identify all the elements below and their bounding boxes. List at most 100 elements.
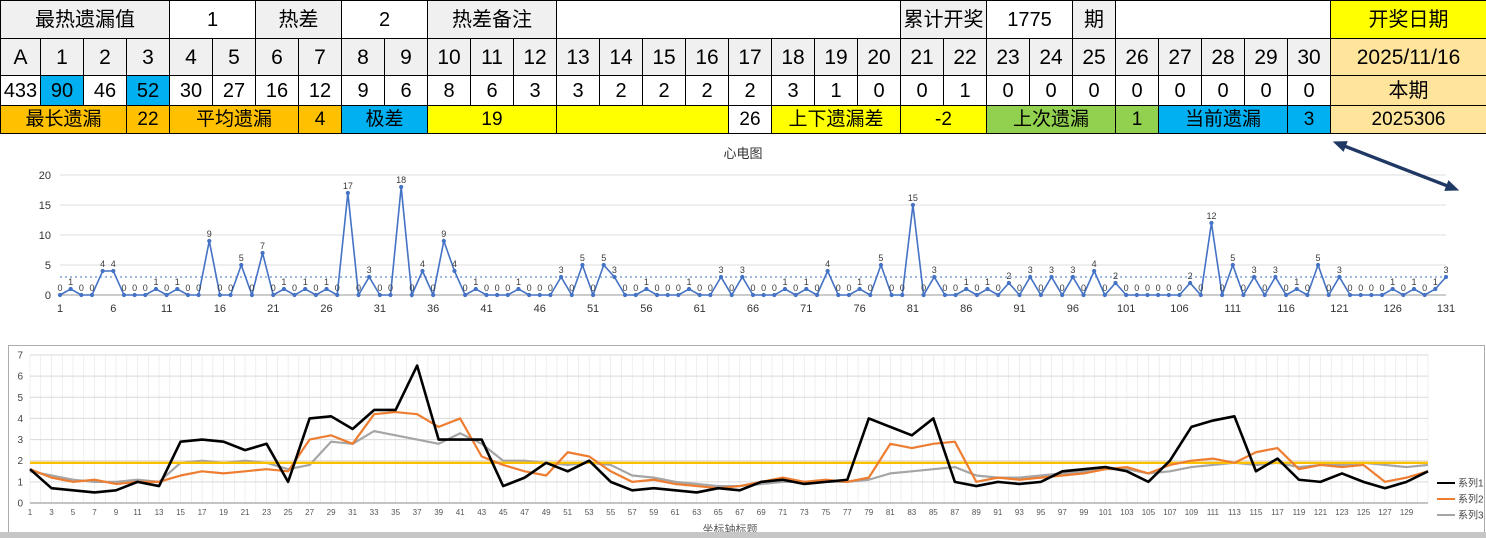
hottest-miss-label[interactable]: 最热遗漏值 [1,1,170,39]
table-cell-r2c4[interactable]: 30 [170,76,213,106]
table-cell-r2c19[interactable]: 1 [815,76,858,106]
average-miss-value[interactable]: 4 [299,106,342,134]
previous-miss-value[interactable]: 1 [1116,106,1159,134]
table-cell-r2c6[interactable]: 16 [256,76,299,106]
table-cell-r1c9[interactable]: 9 [385,39,428,76]
table-cell-r1c20[interactable]: 20 [858,39,901,76]
table-cell-r1c22[interactable]: 22 [944,39,987,76]
table-cell-r2c20[interactable]: 0 [858,76,901,106]
table-cell-r2c12[interactable]: 3 [514,76,557,106]
empty-cell[interactable] [1116,1,1331,39]
table-cell-r2c15[interactable]: 2 [643,76,686,106]
table-cell-r2c10[interactable]: 8 [428,76,471,106]
table-cell-r1c8[interactable]: 8 [342,39,385,76]
table-cell-r1c5[interactable]: 5 [213,39,256,76]
table-cell-r2c16[interactable]: 2 [686,76,729,106]
draw-date-value[interactable]: 2025/11/16 [1331,39,1486,76]
table-cell-r2c23[interactable]: 0 [987,76,1030,106]
table-cell-r2c26[interactable]: 0 [1116,76,1159,106]
table-cell-r2c24[interactable]: 0 [1030,76,1073,106]
table-cell-r2c29[interactable]: 0 [1245,76,1288,106]
table-cell-r2c25[interactable]: 0 [1073,76,1116,106]
legend-entry[interactable]: 系列1 [1437,477,1484,490]
empty-cell[interactable] [557,106,729,134]
table-cell-r2c13[interactable]: 3 [557,76,600,106]
table-cell-r1c4[interactable]: 4 [170,39,213,76]
table-cell-r1c2[interactable]: 2 [84,39,127,76]
range-label[interactable]: 极差 [342,106,428,134]
table-cell-r2c9[interactable]: 6 [385,76,428,106]
total-draws-label[interactable]: 累计开奖 [901,1,987,39]
data-point [228,292,233,298]
stats-table: 最热遗漏值 1 热差 2 热差备注 累计开奖 1775 期开奖日期 A 1 2 3 4 5 6 7 8 9 10 11… [0,0,1486,134]
series-chart[interactable]: 0 1 2 3 4 5 6 7 1 3 5 7 9 11 13 15 17 19 21 23 25 27 29 31 33 35 3… [0,345,1486,533]
table-cell-r1c6[interactable]: 6 [256,39,299,76]
table-cell-r1c24[interactable]: 24 [1030,39,1073,76]
issue-number-value[interactable]: 2025306 [1331,106,1486,134]
ecg-chart[interactable]: 0 5 10 15 20 0 1 0 0 4 4 0 0 0 1 0 1 0 0 9 0 0 5 0 7 0 1 0 1 0 1 0 17 0 3 0… [0,133,1486,333]
current-miss-value[interactable]: 3 [1288,106,1331,134]
table-cell-r1c21[interactable]: 21 [901,39,944,76]
table-cell-r1c17[interactable]: 17 [729,39,772,76]
table-cell-r2c22[interactable]: 1 [944,76,987,106]
updown-miss-diff-label[interactable]: 上下遗漏差 [772,106,901,134]
empty-cell[interactable] [557,1,901,39]
average-miss-label[interactable]: 平均遗漏 [170,106,299,134]
table-cell-r1c11[interactable]: 11 [471,39,514,76]
hottest-miss-value[interactable]: 1 [170,1,256,39]
table-cell-r1c7[interactable]: 7 [299,39,342,76]
table-cell-r2c27[interactable]: 0 [1159,76,1202,106]
current-period-label[interactable]: 本期 [1331,76,1486,106]
point-label: 1 [857,277,862,287]
table-cell-r1c14[interactable]: 14 [600,39,643,76]
longest-miss-label[interactable]: 最长遗漏 [1,106,127,134]
table-cell-r1c12[interactable]: 12 [514,39,557,76]
table-cell-r1c29[interactable]: 29 [1245,39,1288,76]
table-cell-r1c13[interactable]: 13 [557,39,600,76]
table-cell-r2c8[interactable]: 9 [342,76,385,106]
table-cell-r2c3[interactable]: 52 [127,76,170,106]
heat-diff-note-label[interactable]: 热差备注 [428,1,557,39]
range-value[interactable]: 19 [428,106,557,134]
current-miss-label[interactable]: 当前遗漏 [1159,106,1288,134]
draw-date-label[interactable]: 开奖日期 [1331,1,1486,39]
previous-miss-label[interactable]: 上次遗漏 [987,106,1116,134]
table-cell-r2c1[interactable]: 90 [41,76,84,106]
table-cell-r1c27[interactable]: 27 [1159,39,1202,76]
table-cell-r1c30[interactable]: 30 [1288,39,1331,76]
table-cell-r2c30[interactable]: 0 [1288,76,1331,106]
legend-entry[interactable]: 系列3 [1437,509,1484,522]
updown-miss-diff-value[interactable]: -2 [901,106,987,134]
table-cell-r2c28[interactable]: 0 [1202,76,1245,106]
period-unit-label[interactable]: 期 [1073,1,1116,39]
longest-miss-value[interactable]: 22 [127,106,170,134]
table-cell-r1c25[interactable]: 25 [1073,39,1116,76]
table-cell-r1c15[interactable]: 15 [643,39,686,76]
table-cell-r1c0[interactable]: A [1,39,41,76]
table-cell-r2c5[interactable]: 27 [213,76,256,106]
table-cell-r2c18[interactable]: 3 [772,76,815,106]
total-draws-value[interactable]: 1775 [987,1,1073,39]
table-cell-r1c28[interactable]: 28 [1202,39,1245,76]
table-cell-r2c21[interactable]: 0 [901,76,944,106]
heat-diff-value[interactable]: 2 [342,1,428,39]
table-cell-r1c19[interactable]: 19 [815,39,858,76]
x-tick-label: 61 [694,303,706,315]
table-cell-r2c11[interactable]: 6 [471,76,514,106]
table-cell-r1c18[interactable]: 18 [772,39,815,76]
table-cell-r2c0[interactable]: 433 [1,76,41,106]
table-cell-r1c1[interactable]: 1 [41,39,84,76]
table-cell-r1c23[interactable]: 23 [987,39,1030,76]
table-cell-r1c10[interactable]: 10 [428,39,471,76]
table-cell-r1c3[interactable]: 3 [127,39,170,76]
table-cell-r2c7[interactable]: 12 [299,76,342,106]
table-cell-r2c14[interactable]: 2 [600,76,643,106]
legend-entry[interactable]: 系列2 [1437,493,1484,506]
table-cell-r2c17[interactable]: 2 [729,76,772,106]
table-cell-r1c16[interactable]: 16 [686,39,729,76]
table-cell-r1c26[interactable]: 26 [1116,39,1159,76]
table-cell-r2c2[interactable]: 46 [84,76,127,106]
heat-diff-label[interactable]: 热差 [256,1,342,39]
double-arrow-annotation[interactable] [1318,132,1486,202]
misc-value-26[interactable]: 26 [729,106,772,134]
